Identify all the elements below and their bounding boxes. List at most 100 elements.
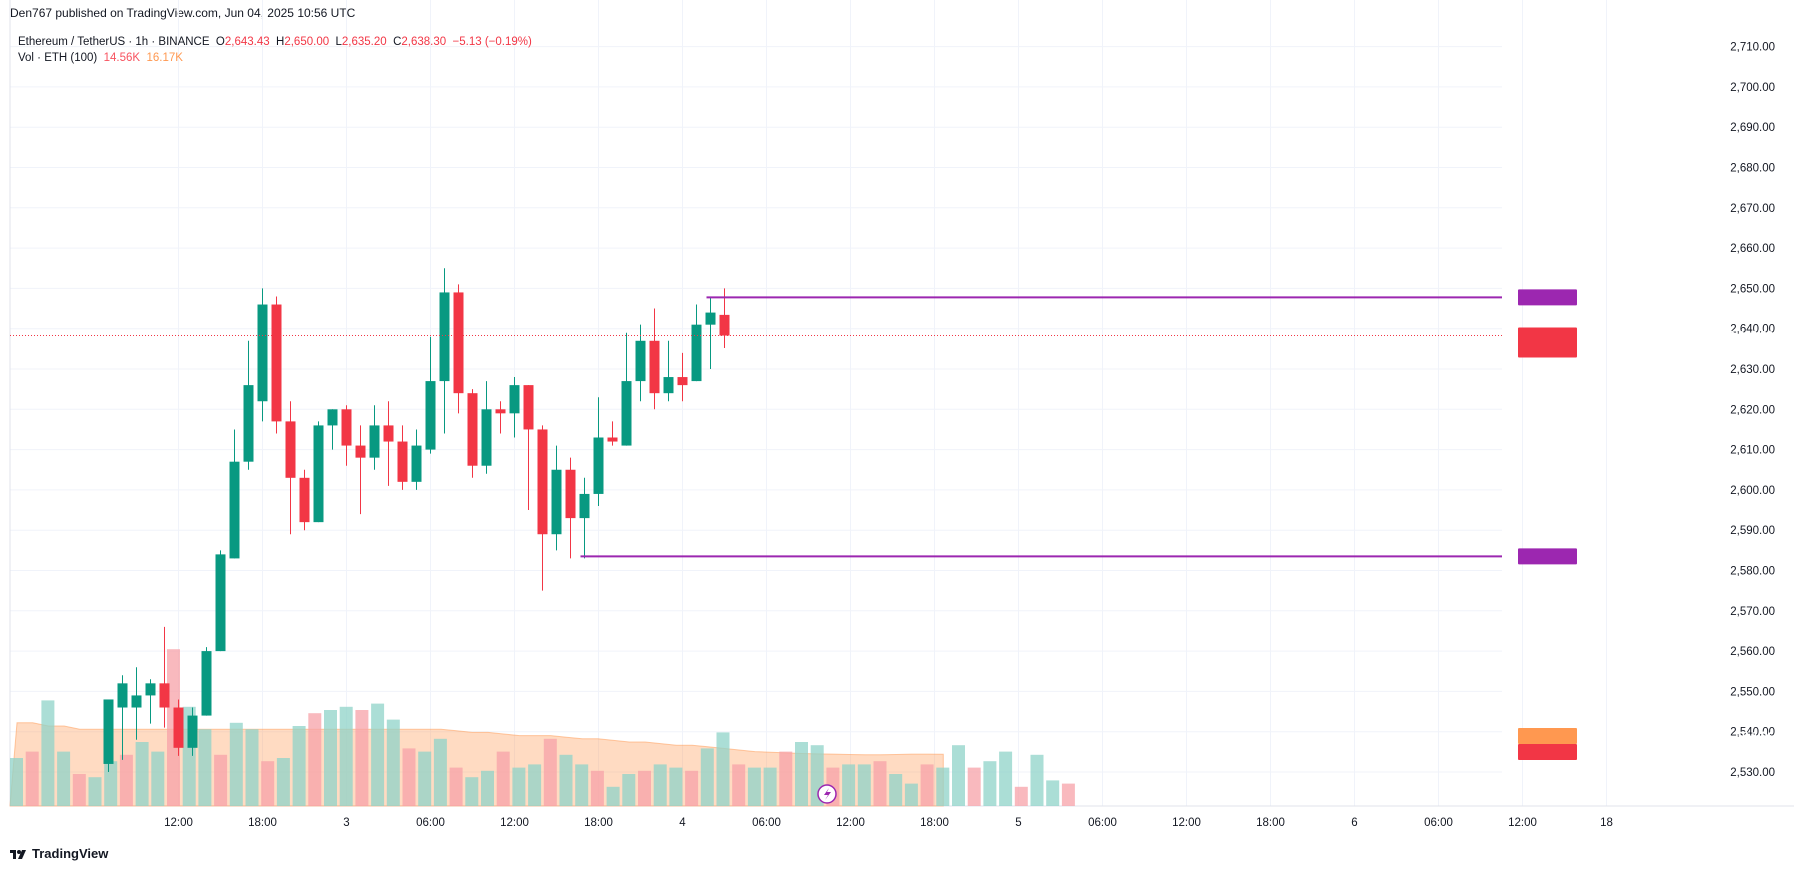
- line-price-tag-text: 2,583.50: [1728, 551, 1773, 563]
- candle-body: [537, 429, 548, 535]
- volume-bar: [653, 764, 667, 806]
- volume-bar: [999, 751, 1013, 806]
- ohlc-legend: Ethereum / TetherUS · 1h · BINANCE O2,64…: [18, 34, 532, 50]
- volume-bar: [433, 738, 447, 806]
- volume-bar: [402, 748, 416, 806]
- price-tick-label: 2,620.00: [1730, 404, 1775, 416]
- time-tick-label: 06:00: [752, 817, 781, 829]
- price-tick-label: 2,610.00: [1730, 445, 1775, 457]
- candle: [495, 401, 506, 434]
- price-chart[interactable]: 2,530.00 2,540.00 2,550.00 2,560.00 2,570.00…: [0, 0, 1794, 840]
- volume-bar: [418, 751, 432, 806]
- time-tick-label: 3: [343, 817, 349, 829]
- candle: [691, 304, 702, 382]
- candle-body: [439, 292, 450, 382]
- price-tick-label: 2,670.00: [1730, 203, 1775, 215]
- price-tick-label: 2,660.00: [1730, 243, 1775, 255]
- volume-bar: [135, 742, 149, 806]
- candle-body: [677, 377, 688, 386]
- volume-bar: [198, 729, 212, 806]
- close-label: C: [393, 36, 402, 48]
- price-tick-label: 2,540.00: [1730, 727, 1775, 739]
- candle: [453, 284, 464, 414]
- candle-body: [621, 381, 632, 446]
- candlestick-series: [103, 268, 730, 772]
- candle-body: [243, 385, 254, 462]
- chart-grid: [9, 0, 1794, 807]
- candle: [565, 457, 576, 559]
- volume-bar: [41, 700, 55, 806]
- candle: [705, 296, 716, 369]
- volume-label[interactable]: Vol · ETH (100): [18, 52, 98, 64]
- candle: [425, 336, 436, 454]
- candle-body: [201, 651, 212, 716]
- volume-bar: [889, 774, 903, 806]
- volume-legend: Vol · ETH (100) 14.56K 16.17K: [18, 50, 532, 66]
- volume-bar: [732, 764, 746, 806]
- candle-body: [663, 377, 674, 394]
- candle: [355, 425, 366, 515]
- candle: [313, 421, 324, 523]
- candle-body: [495, 409, 506, 414]
- line-price-tag: 2,583.50: [1518, 548, 1773, 565]
- price-axis: 2,530.00 2,540.00 2,550.00 2,560.00 2,570.00…: [1730, 42, 1775, 779]
- chart-legend: Ethereum / TetherUS · 1h · BINANCE O2,64…: [18, 34, 532, 66]
- open-label: O: [215, 36, 225, 48]
- time-tick-label: 12:00: [1172, 817, 1201, 829]
- volume-bar: [72, 774, 86, 806]
- candle: [131, 667, 142, 740]
- volume-bar: [543, 738, 557, 806]
- candle-body: [565, 469, 576, 519]
- volume-bar: [229, 722, 243, 806]
- candle: [509, 377, 520, 438]
- price-tick-label: 2,550.00: [1730, 686, 1775, 698]
- volume-bar: [449, 767, 463, 806]
- candle-body: [271, 304, 282, 422]
- candle-body: [341, 409, 352, 446]
- volume-bar: [873, 761, 887, 806]
- price-tick-label: 2,530.00: [1730, 767, 1775, 779]
- candle-body: [313, 425, 324, 523]
- volume-bar: [57, 751, 71, 806]
- candle-body: [691, 324, 702, 382]
- volume-bar: [245, 729, 259, 806]
- volume-bar: [119, 754, 133, 806]
- time-tick-label: 12:00: [1508, 817, 1537, 829]
- close-value: 2,638.30: [401, 36, 447, 48]
- volume-bar: [214, 754, 228, 806]
- price-tick-label: 2,560.00: [1730, 646, 1775, 658]
- candle: [299, 469, 310, 531]
- candle: [649, 308, 660, 410]
- tradingview-logo-icon: [10, 849, 26, 859]
- volume-bar: [386, 719, 400, 806]
- time-tick-label: 18:00: [584, 817, 613, 829]
- candle: [341, 405, 352, 466]
- time-tick-label: 18:00: [1256, 817, 1285, 829]
- volume-bar: [857, 764, 871, 806]
- volume-bar: [920, 764, 934, 806]
- price-tick-label: 2,630.00: [1730, 364, 1775, 376]
- candle: [173, 699, 184, 756]
- time-tick-label: 5: [1015, 817, 1021, 829]
- candle: [663, 340, 674, 402]
- symbol-label[interactable]: Ethereum / TetherUS · 1h · BINANCE: [18, 36, 210, 48]
- time-tick-label: 6: [1351, 817, 1357, 829]
- candle: [467, 389, 478, 478]
- price-tick-label: 2,650.00: [1730, 283, 1775, 295]
- price-tick-label: 2,680.00: [1730, 163, 1775, 175]
- candle-body: [257, 304, 268, 402]
- footer-brand[interactable]: TradingView: [10, 846, 108, 861]
- time-tick-label: 12:00: [500, 817, 529, 829]
- volume-bar: [1030, 754, 1044, 806]
- lightning-icon-bolt: [824, 788, 831, 800]
- candle-body: [187, 715, 198, 748]
- volume-bar: [669, 767, 683, 806]
- candle: [607, 421, 618, 446]
- candle: [187, 707, 198, 756]
- volume-bar: [1014, 786, 1028, 806]
- time-tick-label: 12:00: [836, 817, 865, 829]
- candle: [145, 679, 156, 724]
- line-price-tag-bg: [1518, 548, 1577, 565]
